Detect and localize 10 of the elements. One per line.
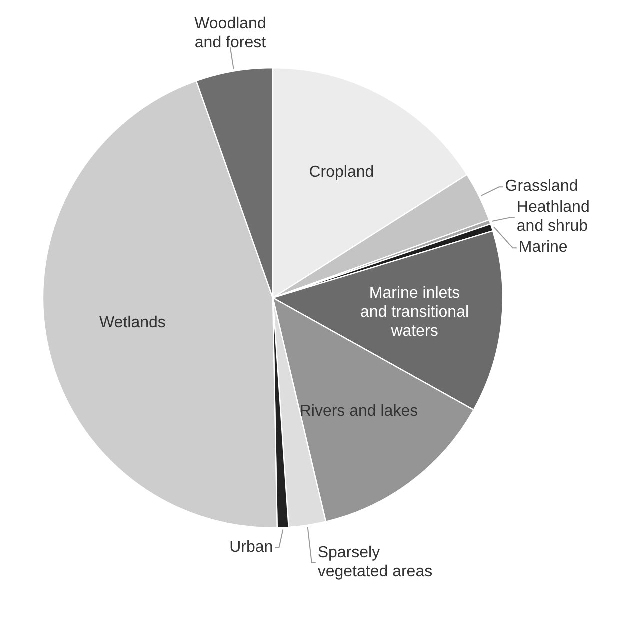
slice-label: Marine — [518, 239, 568, 256]
slice-label: Urban — [230, 538, 274, 556]
slice-label: Grassland — [505, 178, 578, 196]
slice-label: Marine inlets and transitional waters — [360, 285, 470, 340]
slice-label: Heathland and shrub — [516, 199, 590, 236]
slice-label: Cropland — [309, 164, 374, 182]
slice-label: Rivers and lakes — [300, 402, 418, 420]
slice-label: Sparsely vegetated areas — [318, 544, 433, 581]
slice-label: Wetlands — [99, 314, 166, 332]
slice-label: Woodland and forest — [194, 16, 267, 52]
